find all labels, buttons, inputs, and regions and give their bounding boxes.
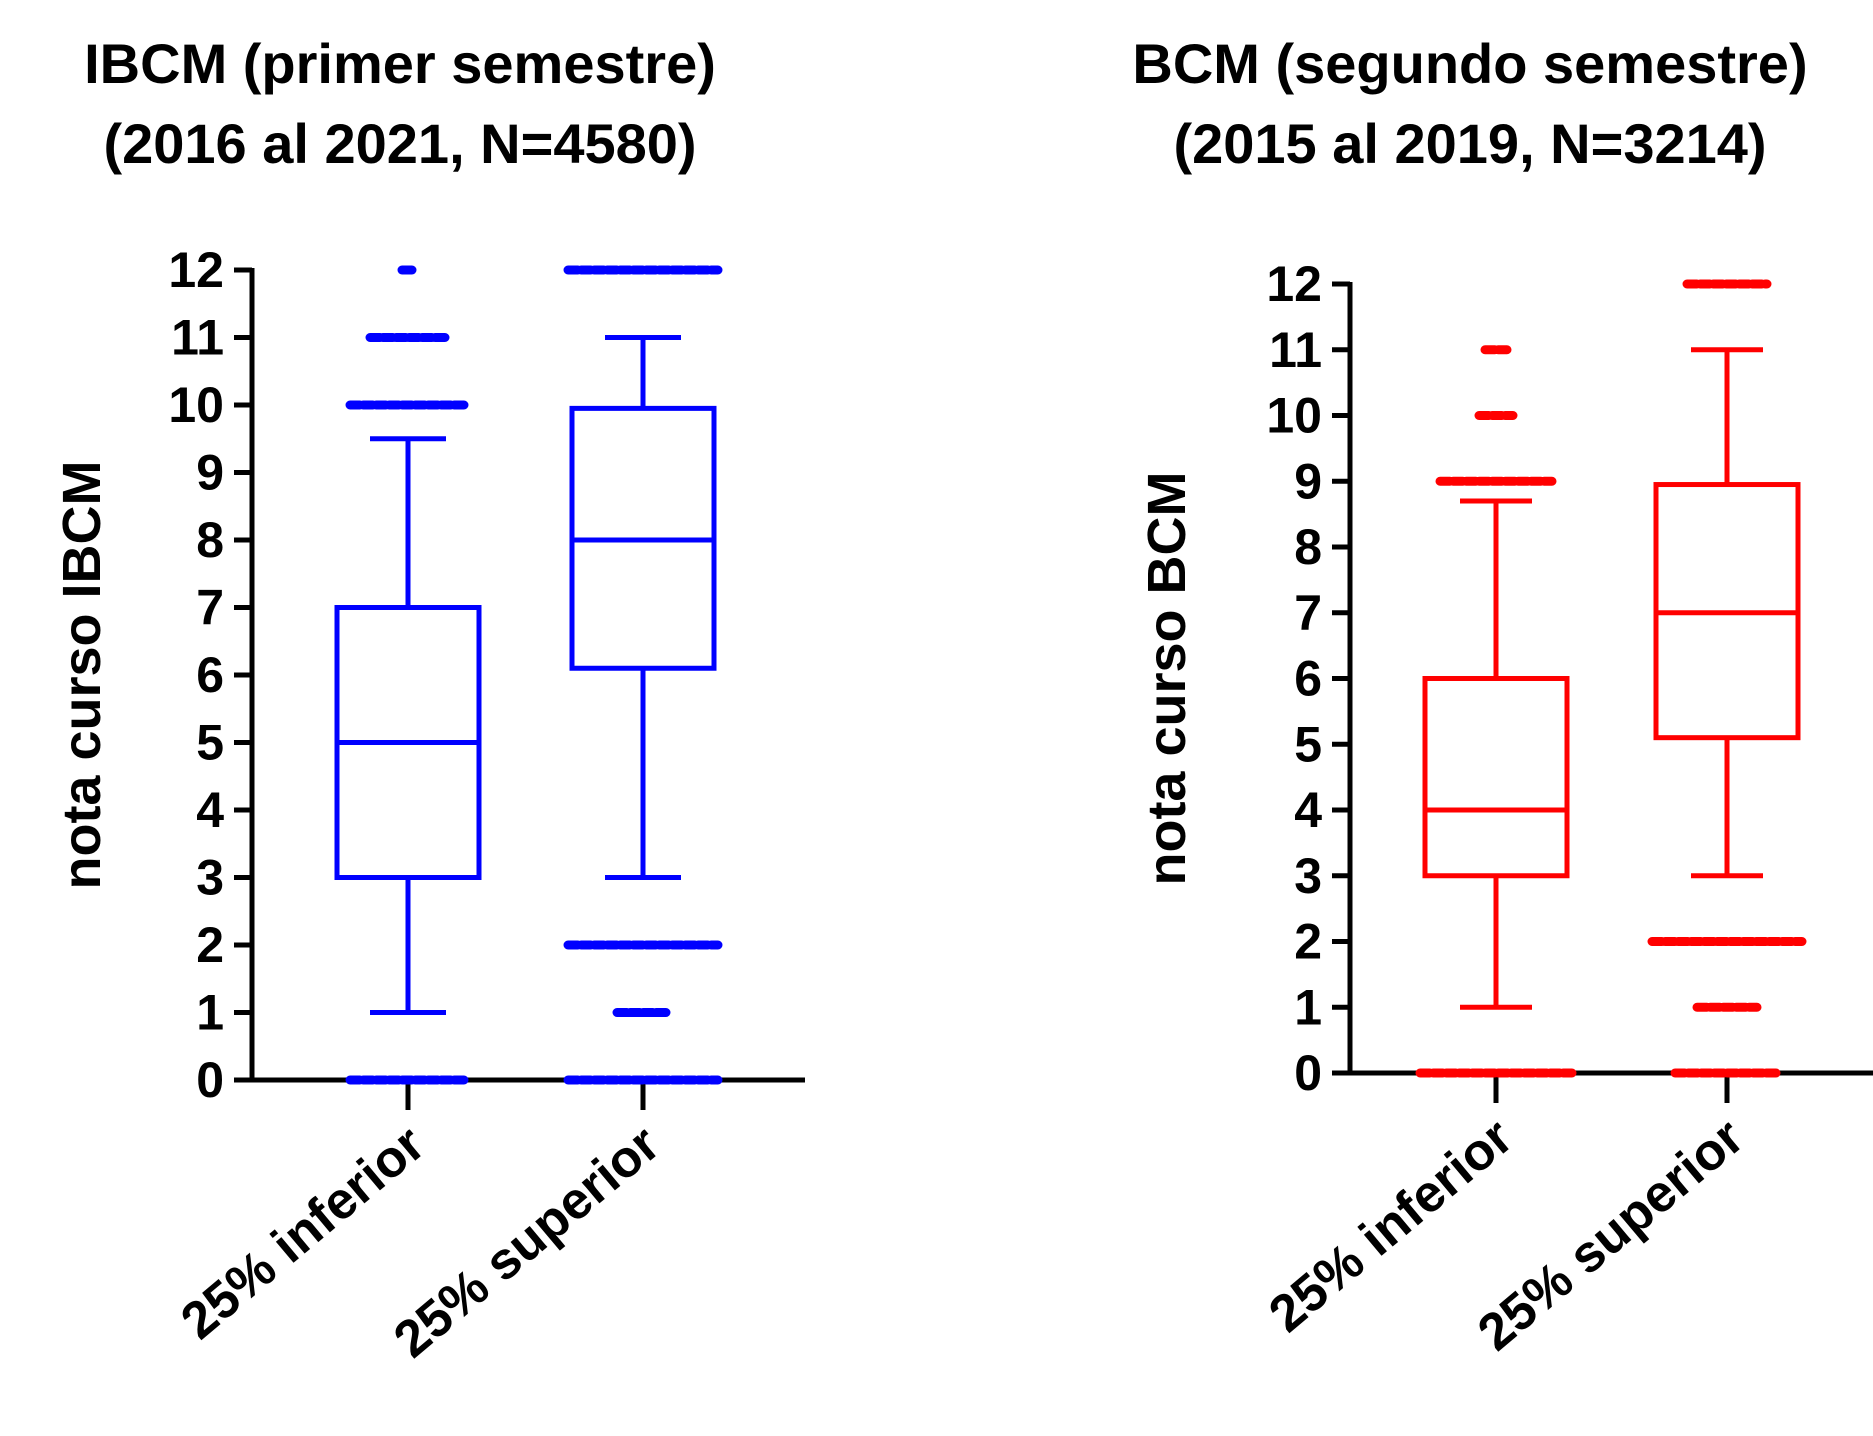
- y-tick-label: 4: [196, 782, 224, 838]
- y-tick-label: 3: [1294, 848, 1322, 904]
- y-tick-label: 1: [196, 985, 224, 1041]
- y-tick-label: 7: [1294, 585, 1322, 641]
- chart-title-right-line2: (2015 al 2019, N=3214): [1173, 112, 1767, 175]
- y-tick-label: 11: [171, 310, 224, 366]
- y-tick-label: 2: [1294, 914, 1322, 970]
- chart-title-left-line1: IBCM (primer semestre): [84, 32, 716, 95]
- chart-title-left-line2: (2016 al 2021, N=4580): [103, 112, 697, 175]
- y-tick-label: 10: [168, 377, 224, 433]
- chart-title-left: IBCM (primer semestre) (2016 al 2021, N=…: [0, 24, 810, 184]
- box-0: [334, 265, 482, 1085]
- y-tick-label: 1: [1294, 979, 1322, 1035]
- y-axis-label: nota curso IBCM: [52, 460, 112, 889]
- y-tick-label: 12: [168, 242, 224, 298]
- y-tick-label: 6: [1294, 651, 1322, 707]
- y-tick-label: 0: [196, 1052, 224, 1108]
- y-tick-label: 12: [1266, 256, 1322, 312]
- y-tick-label: 7: [196, 580, 224, 636]
- box-1: [563, 265, 723, 1085]
- chart-title-right: BCM (segundo semestre) (2015 al 2019, N=…: [1060, 24, 1873, 184]
- box-0: [1415, 345, 1577, 1078]
- chart-title-right-line1: BCM (segundo semestre): [1132, 32, 1808, 95]
- y-tick-label: 10: [1266, 388, 1322, 444]
- box-iqr: [1422, 676, 1570, 879]
- y-tick-label: 4: [1294, 782, 1322, 838]
- y-tick-label: 2: [196, 917, 224, 973]
- y-tick-label: 6: [196, 647, 224, 703]
- y-tick-label: 11: [1269, 322, 1322, 378]
- y-tick-label: 9: [196, 445, 224, 501]
- y-tick-label: 8: [1294, 519, 1322, 575]
- y-tick-label: 0: [1294, 1045, 1322, 1101]
- box-1: [1647, 279, 1807, 1078]
- y-tick-label: 5: [196, 715, 224, 771]
- y-tick-label: 5: [1294, 716, 1322, 772]
- y-tick-label: 3: [196, 850, 224, 906]
- y-axis-label: nota curso BCM: [1137, 471, 1197, 885]
- y-tick-label: 8: [196, 512, 224, 568]
- y-tick-label: 9: [1294, 453, 1322, 509]
